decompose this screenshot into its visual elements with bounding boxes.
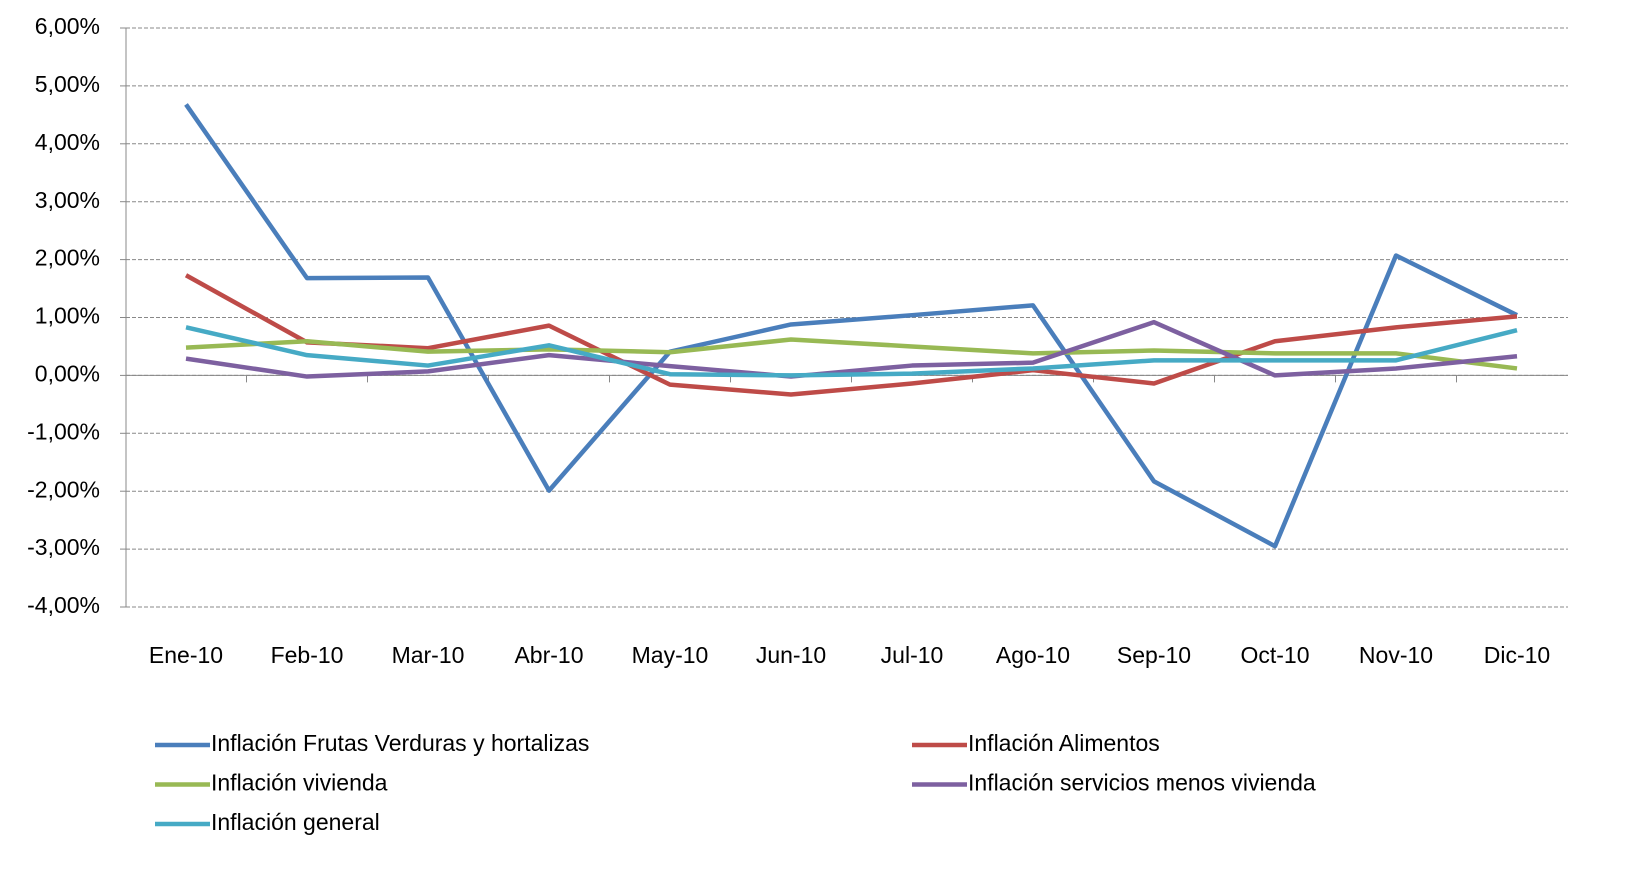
series-line — [185, 325, 1518, 378]
legend-label: Inflación Alimentos — [968, 730, 1160, 756]
y-tick-label: -3,00% — [27, 534, 100, 560]
x-tick-label: Ene-10 — [149, 642, 223, 668]
series-line — [184, 273, 1518, 397]
x-tick-label: Dic-10 — [1484, 642, 1550, 668]
legend-label: Inflación vivienda — [211, 770, 388, 796]
y-tick-label: 5,00% — [35, 71, 100, 97]
y-tick-label: 4,00% — [35, 129, 100, 155]
x-tick-label: May-10 — [632, 642, 709, 668]
x-tick-label: Sep-10 — [1117, 642, 1191, 668]
series-line — [185, 319, 1518, 379]
x-tick-label: Oct-10 — [1240, 642, 1309, 668]
x-tick-label: Feb-10 — [271, 642, 344, 668]
y-tick-label: 0,00% — [35, 360, 100, 386]
y-tick-label: 3,00% — [35, 187, 100, 213]
series-line — [185, 337, 1518, 371]
x-tick-label: Nov-10 — [1359, 642, 1433, 668]
y-tick-label: -2,00% — [27, 476, 100, 502]
x-tick-label: Jun-10 — [756, 642, 826, 668]
y-tick-label: -4,00% — [27, 592, 100, 618]
legend-label: Inflación servicios menos vivienda — [968, 770, 1316, 796]
legend-label: Inflación general — [211, 809, 380, 835]
x-tick-label: Abr-10 — [514, 642, 583, 668]
y-tick-label: 2,00% — [35, 245, 100, 271]
y-tick-label: 1,00% — [35, 303, 100, 329]
y-tick-label: 6,00% — [35, 13, 100, 39]
x-tick-label: Ago-10 — [996, 642, 1070, 668]
x-tick-label: Mar-10 — [392, 642, 465, 668]
series-line — [184, 103, 1518, 549]
legend-label: Inflación Frutas Verduras y hortalizas — [211, 730, 589, 756]
x-tick-label: Jul-10 — [881, 642, 944, 668]
y-tick-label: -1,00% — [27, 418, 100, 444]
